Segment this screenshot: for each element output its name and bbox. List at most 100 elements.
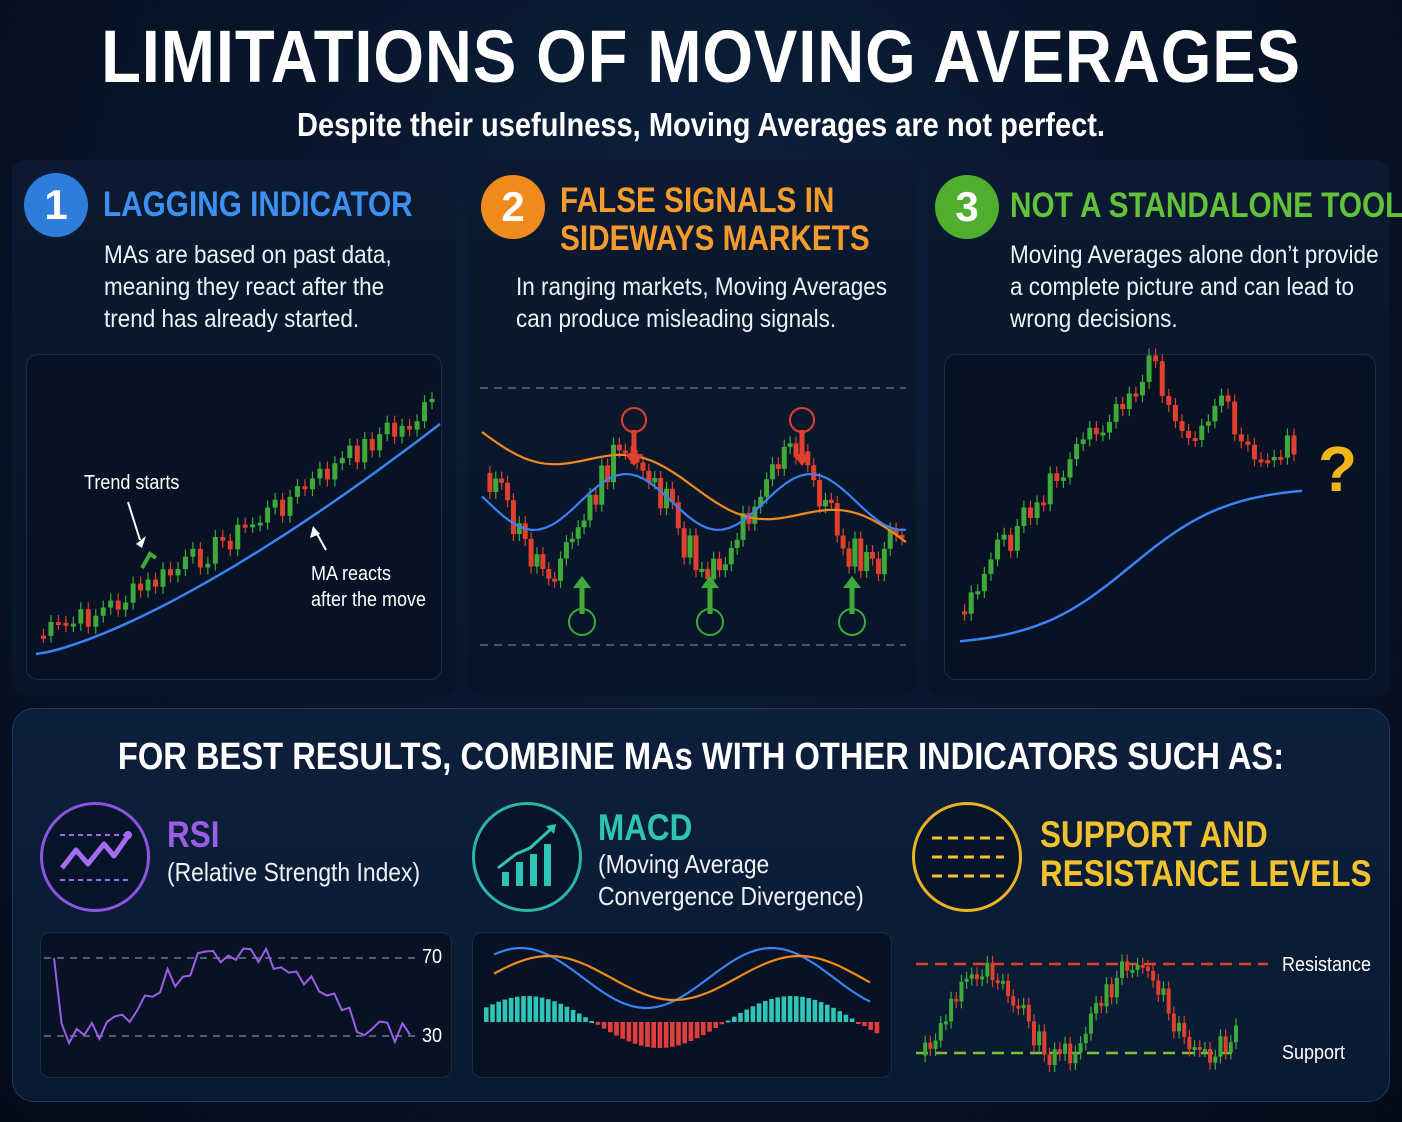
- candle-body: [1251, 444, 1257, 460]
- candle-body: [722, 564, 728, 571]
- false-signals-desc-line-2: can produce misleading signals.: [516, 305, 837, 333]
- candle-body: [705, 568, 711, 580]
- candle-body: [85, 609, 91, 627]
- candle-body: [1083, 1033, 1088, 1044]
- macd-histogram-bar: [732, 1016, 737, 1022]
- candle-body: [190, 548, 196, 557]
- candle-body: [805, 451, 811, 466]
- candle-body: [1213, 1056, 1218, 1063]
- candle-body: [1225, 395, 1231, 402]
- macd-subtitle-line-1: (Moving Average: [598, 849, 770, 879]
- candle-body: [1063, 1043, 1068, 1054]
- candle-body: [354, 445, 360, 463]
- bar-growth-icon: [497, 824, 556, 886]
- candle-body: [1047, 1054, 1052, 1066]
- false-signals-heading-1: FALSE SIGNALS IN: [560, 181, 835, 220]
- candle-body: [295, 486, 301, 497]
- macd-histogram-bar: [800, 996, 805, 1022]
- candle-body: [817, 480, 823, 507]
- candle-body: [70, 623, 76, 627]
- macd-histogram-bar: [856, 1022, 861, 1024]
- macd-histogram-bar: [570, 1009, 576, 1022]
- rsi-icon-circle: [40, 802, 150, 912]
- candle-body: [324, 468, 330, 480]
- candle-body: [493, 478, 499, 493]
- candle-body: [599, 465, 605, 505]
- candle-body: [1234, 1025, 1238, 1043]
- ma-reacts-label-2: after the move: [311, 589, 427, 611]
- combine-title: FOR BEST RESULTS, COMBINE MAs WITH OTHER…: [117, 736, 1285, 778]
- candle-body: [1166, 988, 1171, 1014]
- candle-body: [1008, 534, 1014, 551]
- macd-histogram-bar: [775, 997, 780, 1022]
- candle-body: [1139, 381, 1145, 396]
- candle-body: [575, 527, 581, 539]
- candle-body: [145, 579, 151, 591]
- candle-body: [272, 499, 278, 508]
- macd-histogram-bar: [663, 1022, 669, 1048]
- macd-histogram-bar: [843, 1014, 849, 1022]
- candle-body: [250, 524, 256, 528]
- sell-signal-head: [625, 454, 643, 466]
- candle-body: [1135, 964, 1140, 970]
- candle-body: [959, 981, 964, 1002]
- candle-body: [302, 486, 308, 490]
- macd-histogram-bar: [682, 1022, 687, 1044]
- candle-body: [764, 479, 770, 497]
- candle-body: [1171, 1013, 1176, 1032]
- macd-histogram-bar: [806, 998, 811, 1022]
- buy-signal-head: [701, 576, 719, 588]
- candle-body: [781, 446, 787, 469]
- candle-body: [93, 615, 99, 627]
- candle-body: [510, 500, 516, 535]
- macd-histogram-bar: [490, 1004, 495, 1022]
- candle-body: [1238, 434, 1244, 442]
- macd-histogram-bar: [676, 1022, 681, 1046]
- candle-body: [552, 578, 558, 582]
- macd-histogram-bar: [719, 1022, 725, 1025]
- candle-body: [167, 569, 173, 576]
- candle-body: [1114, 977, 1119, 998]
- candle-body: [775, 464, 781, 469]
- ma-slow-line: [481, 431, 907, 543]
- macd-histogram-bar: [639, 1022, 644, 1046]
- candle-body: [414, 421, 420, 430]
- candle-body: [587, 494, 593, 521]
- candle-body: [1120, 403, 1126, 410]
- candle-body: [938, 1023, 943, 1041]
- candle-body: [422, 402, 428, 422]
- page-title: LIMITATIONS OF MOVING AVERAGES: [101, 15, 1301, 98]
- trend-start-marker: [140, 551, 158, 569]
- candle-body: [969, 974, 974, 979]
- buy-signal-head: [843, 576, 861, 588]
- number-badge-1: 1: [24, 173, 88, 237]
- candle-body: [793, 443, 799, 458]
- candle-body: [369, 439, 375, 451]
- candle-body: [499, 478, 505, 483]
- macd-histogram-bar: [794, 996, 799, 1022]
- macd-histogram-bar: [546, 999, 551, 1022]
- candle-body: [1026, 1004, 1031, 1022]
- candle-body: [616, 444, 622, 451]
- macd-line: [493, 946, 871, 1010]
- macd-histogram-bar: [589, 1021, 594, 1024]
- rsi-chart-box: [40, 932, 452, 1078]
- macd-histogram-bar: [849, 1018, 855, 1022]
- candle-body: [658, 477, 664, 509]
- candle-body: [227, 540, 233, 550]
- candle-body: [864, 551, 870, 572]
- candle-body: [563, 542, 569, 559]
- candle-body: [1223, 1036, 1228, 1053]
- macd-title: MACD: [598, 807, 693, 848]
- candle-body: [1104, 984, 1109, 1007]
- candle-body: [546, 568, 552, 579]
- candle-body: [728, 547, 734, 565]
- lagging-chart: [35, 391, 441, 656]
- candle-body: [699, 568, 705, 572]
- candle-body: [1067, 459, 1073, 478]
- macd-histogram-bar: [558, 1003, 563, 1022]
- candle-body: [1151, 970, 1156, 981]
- candle-body: [622, 450, 628, 454]
- candle-body: [220, 536, 226, 541]
- candle-body: [1218, 1036, 1223, 1057]
